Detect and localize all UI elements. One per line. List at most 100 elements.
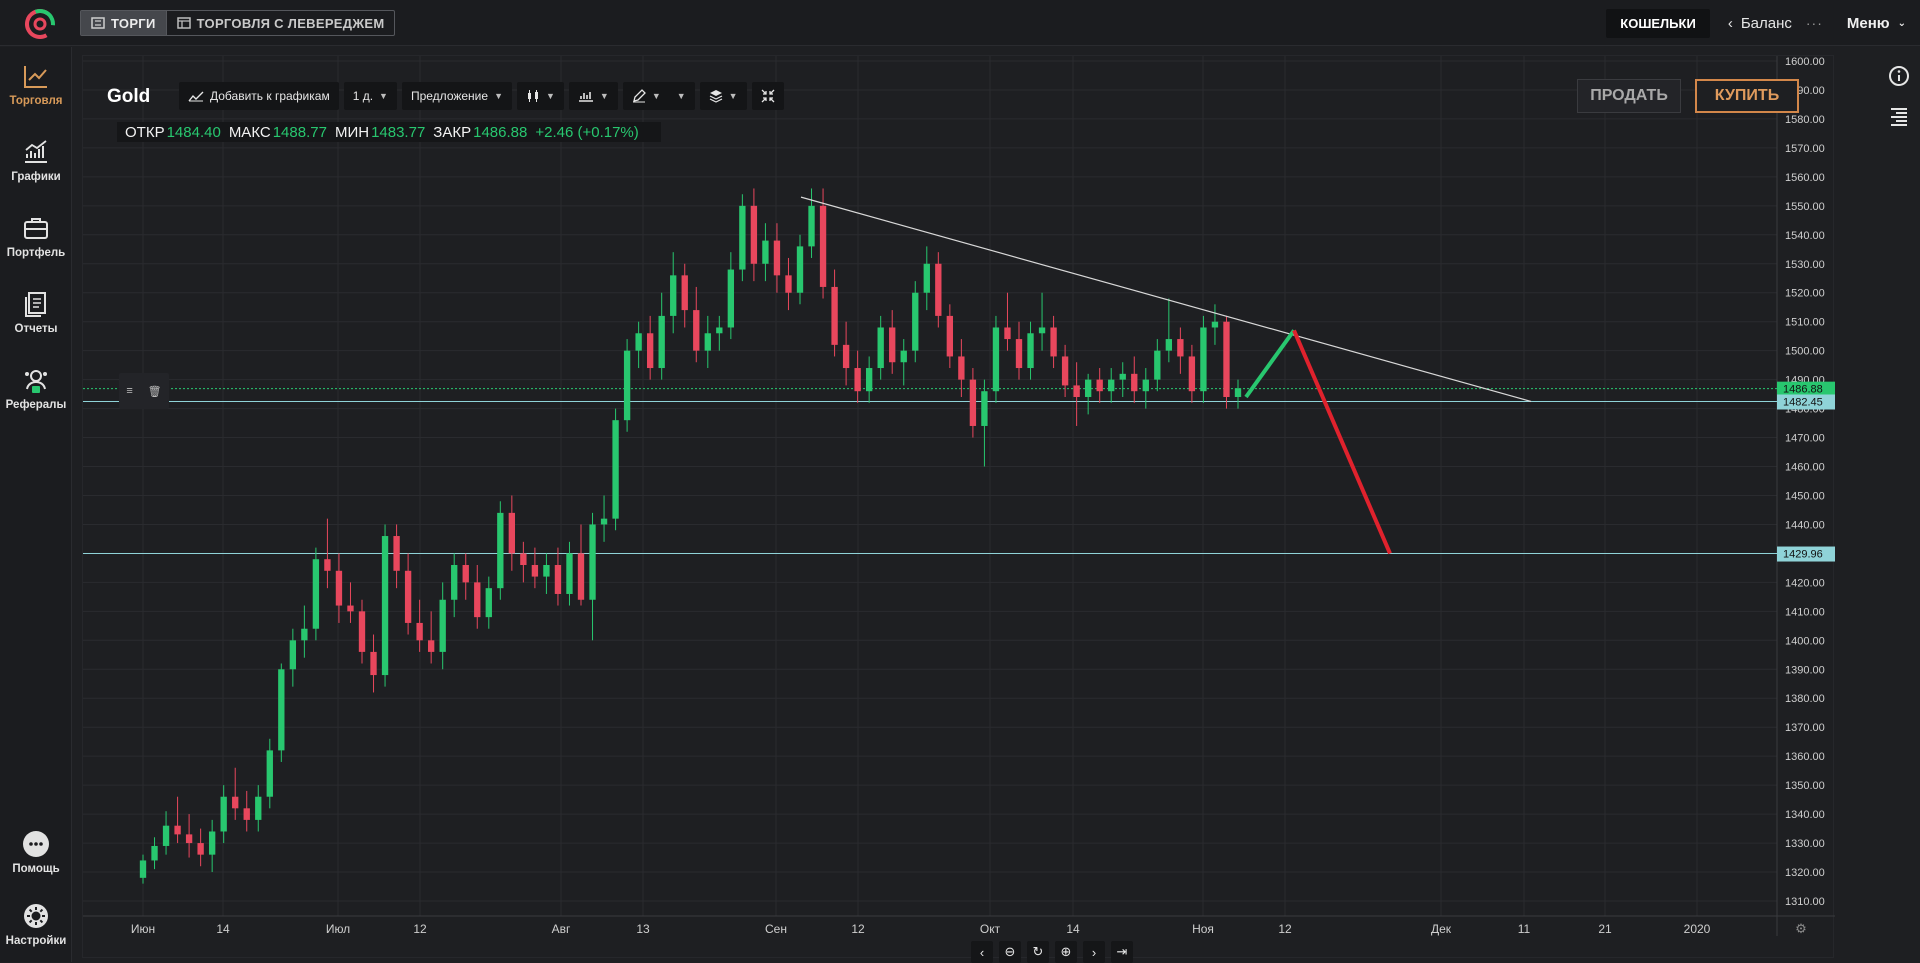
price-chart[interactable]: 1310.00 1320.00 1330.00 1340.00 1350.00 1360.… (83, 56, 1835, 959)
add-to-charts-label: Добавить к графикам (210, 89, 330, 103)
scroll-right-button[interactable]: › (1083, 941, 1105, 963)
candle-body (842, 344, 850, 369)
layers-select[interactable]: ▼ (699, 82, 747, 110)
candle-body (278, 669, 285, 751)
candle-body (266, 750, 273, 797)
briefcase-icon (24, 218, 48, 239)
y-tick-label: 1320.00 (1785, 867, 1825, 879)
price-type-select[interactable]: Предложение ▼ (401, 82, 512, 110)
add-to-charts-button[interactable]: Добавить к графикам (179, 82, 339, 110)
candle-body (520, 553, 527, 565)
candle-body (197, 843, 204, 855)
candle-body (946, 315, 954, 357)
sidebar-item-charts[interactable]: Графики (0, 137, 72, 183)
y-tick-label: 1560.00 (1785, 172, 1825, 184)
candle-body (854, 368, 861, 392)
y-tick-label: 1450.00 (1785, 490, 1825, 502)
info-icon[interactable] (1888, 65, 1910, 87)
wallets-button[interactable]: КОШЕЛЬКИ (1606, 8, 1710, 38)
sidebar-item-trading[interactable]: Торговля (0, 55, 72, 121)
candle-body (1223, 321, 1230, 397)
more-icon[interactable]: ··· (1805, 15, 1823, 31)
reset-button[interactable]: ↻ (1027, 941, 1049, 963)
candle-body (208, 831, 216, 855)
price-tag (1777, 381, 1835, 397)
candle-body (727, 269, 735, 328)
y-tick-label: 1410.00 (1785, 606, 1825, 618)
chart-panel: 1310.00 1320.00 1330.00 1340.00 1350.00 1360.… (82, 55, 1835, 963)
x-tick-label: 11 (1518, 922, 1531, 936)
y-tick-label: 1440.00 (1785, 519, 1825, 531)
candle-body (1061, 356, 1069, 386)
candle-body (612, 420, 619, 519)
top-right-controls: КОШЕЛЬКИ ‹ Баланс ··· Меню ⌄ (1606, 0, 1920, 46)
line-tools: ≡ 🗑 (119, 373, 169, 409)
candle-body (427, 640, 435, 652)
candle-body (773, 240, 781, 276)
collapse-button[interactable] (751, 82, 784, 110)
price-tag-label: 1429.96 (1783, 549, 1823, 561)
change-value: +2.46 (+0.17%) (535, 123, 639, 141)
candle-body (358, 611, 366, 652)
y-tick-label: 1370.00 (1785, 722, 1825, 734)
indicators-select[interactable]: ▼ (568, 82, 618, 110)
scroll-to-end-button[interactable]: ⇥ (1111, 941, 1133, 963)
candle-body (151, 845, 158, 861)
order-book-icon[interactable] (1888, 105, 1910, 127)
candle-body (1038, 327, 1046, 334)
sidebar-settings-label: Настройки (5, 935, 67, 947)
candle-body (451, 565, 458, 600)
sidebar-item-settings[interactable]: Настройки (0, 901, 72, 947)
logo-icon[interactable] (24, 8, 56, 40)
sidebar-item-referrals[interactable]: Рефералы (0, 365, 72, 411)
sell-button[interactable]: ПРОДАТЬ (1577, 79, 1681, 113)
menu-label: Меню (1846, 14, 1890, 32)
trash-icon[interactable]: 🗑 (147, 385, 162, 398)
candle-body (1004, 327, 1011, 340)
chart-toolbar: Добавить к графикам 1 д. ▼ Предложение ▼… (179, 82, 784, 110)
zoom-in-button[interactable]: ⊕ (1055, 941, 1077, 963)
drag-handle-icon[interactable]: ≡ (126, 385, 133, 397)
chevron-down-icon: ▼ (651, 91, 661, 101)
drawing-tools-select[interactable]: ▼ ▼ (622, 82, 695, 110)
trade-mode-icon (91, 17, 105, 29)
candle-body (220, 796, 227, 832)
x-tick-label: Июн (131, 922, 155, 936)
candle-body (543, 565, 550, 577)
mode-leverage-button[interactable]: ТОРГОВЛЯ С ЛЕВЕРЕДЖЕМ (165, 11, 395, 35)
candle-body (623, 350, 631, 421)
sidebar-item-label: Графики (11, 171, 61, 183)
low-label: МИН (334, 123, 370, 141)
sidebar-item-help[interactable]: Помощь (0, 829, 72, 875)
x-tick-label: 2020 (1684, 922, 1711, 936)
candle-body (693, 310, 700, 351)
sidebar-item-portfolio[interactable]: Портфель (0, 213, 72, 259)
candle-body (462, 565, 469, 583)
x-tick-label: 13 (636, 922, 650, 936)
candle-body (1050, 327, 1057, 357)
interval-select[interactable]: 1 д. ▼ (343, 82, 397, 110)
candle-body (1177, 339, 1184, 357)
candle-body (739, 205, 746, 270)
menu-button[interactable]: Меню ⌄ (1847, 15, 1906, 32)
candle-body (335, 570, 343, 606)
open-label: ОТКР (125, 123, 165, 141)
candle-body (324, 559, 331, 571)
balance-toggle[interactable]: ‹ Баланс (1728, 15, 1792, 32)
candle-body (900, 350, 907, 363)
open-value: 1484.40 (166, 123, 221, 141)
y-tick-label: 1390.00 (1785, 664, 1825, 676)
x-tick-label: 12 (851, 922, 865, 936)
help-chat-icon (23, 831, 49, 857)
y-tick-label: 1360.00 (1785, 751, 1825, 763)
candle-body (312, 559, 320, 629)
chart-type-select[interactable]: ▼ (516, 82, 564, 110)
zoom-out-button[interactable]: ⊖ (999, 941, 1021, 963)
candle-body (819, 205, 827, 287)
sidebar-item-reports[interactable]: Отчеты (0, 289, 72, 335)
indicators-icon (578, 92, 593, 102)
mode-trade-button[interactable]: ТОРГИ (81, 11, 166, 35)
buy-button[interactable]: КУПИТЬ (1695, 79, 1799, 113)
scroll-left-button[interactable]: ‹ (971, 941, 993, 963)
y-tick-label: 1540.00 (1785, 230, 1825, 242)
